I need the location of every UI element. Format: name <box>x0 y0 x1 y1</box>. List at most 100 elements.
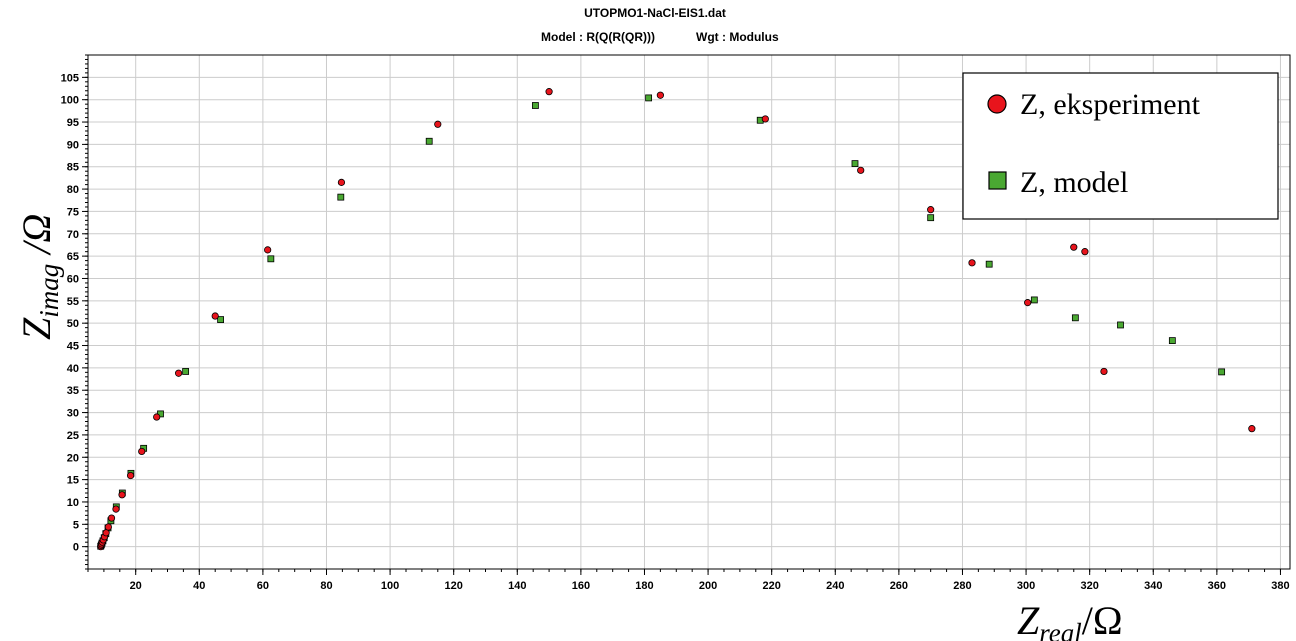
model-point <box>267 255 275 263</box>
y-axis-label-tail: /Ω <box>14 214 59 264</box>
y-tick-label: 30 <box>67 408 79 420</box>
experiment-point <box>761 115 769 123</box>
x-tick-label: 120 <box>445 580 463 592</box>
x-axis-label-tail: /Ω <box>1082 598 1123 641</box>
y-axis-label: Zimag /Ω <box>14 214 64 340</box>
experiment-point <box>107 514 116 522</box>
x-tick-label: 340 <box>1144 580 1162 592</box>
x-tick-label: 40 <box>193 580 205 592</box>
model-point <box>645 94 653 102</box>
model-point <box>1071 314 1079 322</box>
model-point <box>532 102 539 109</box>
model-point <box>1218 368 1226 376</box>
y-axis-label-sub: imag <box>34 264 64 318</box>
legend-marker-model <box>988 171 1007 190</box>
data-points <box>97 88 1256 551</box>
x-tick-label: 60 <box>257 580 269 592</box>
chart-title: UTOPMO1-NaCl-EIS1.dat <box>584 6 726 20</box>
experiment-point <box>968 259 976 267</box>
chart-weight-label: Wgt : Modulus <box>696 30 779 44</box>
experiment-point <box>1100 367 1108 376</box>
experiment-point <box>138 447 146 456</box>
y-tick-label: 65 <box>67 251 79 263</box>
experiment-point <box>211 312 219 320</box>
x-tick-label: 180 <box>635 580 653 592</box>
experiment-point <box>112 505 120 513</box>
y-tick-label: 25 <box>67 430 79 442</box>
legend-marker-eksperiment <box>987 94 1007 114</box>
x-tick-label: 80 <box>320 580 332 592</box>
legend-label-eksperiment: Z, eksperiment <box>1020 88 1201 121</box>
y-tick-label: 70 <box>67 229 79 241</box>
x-tick-label: 280 <box>953 580 971 592</box>
y-tick-label: 75 <box>67 206 79 218</box>
experiment-point <box>1248 425 1256 433</box>
experiment-point <box>857 166 865 174</box>
x-axis-label-sub: real <box>1039 618 1082 641</box>
y-tick-label: 45 <box>67 341 79 353</box>
plot-area-frame <box>87 54 1291 570</box>
y-tick-label: 35 <box>67 385 79 397</box>
y-tick-label: 15 <box>67 475 79 487</box>
x-tick-label: 300 <box>1017 580 1035 592</box>
experiment-point <box>1070 243 1078 251</box>
y-tick-label: 80 <box>67 184 79 196</box>
experiment-point <box>175 369 183 377</box>
model-point <box>1117 321 1124 329</box>
legend-box <box>962 72 1279 220</box>
model-point <box>425 137 433 145</box>
model-point <box>851 160 859 168</box>
x-axis-label: Zreal/Ω <box>1017 598 1123 641</box>
experiment-point <box>153 413 161 421</box>
y-tick-label: 90 <box>67 139 79 151</box>
experiment-point <box>127 471 135 480</box>
legend: Z, eksperiment Z, model <box>962 72 1279 220</box>
x-axis-label-main: Z <box>1017 598 1040 641</box>
experiment-point <box>1024 299 1032 307</box>
x-tick-label: 200 <box>699 580 717 592</box>
x-tick-label: 240 <box>826 580 844 592</box>
x-tick-label: 220 <box>762 580 780 592</box>
y-tick-label: 40 <box>67 363 79 375</box>
y-tick-label: 50 <box>67 318 79 330</box>
model-point <box>217 316 225 323</box>
x-tick-label: 20 <box>130 580 142 592</box>
y-tick-label: 95 <box>67 117 79 129</box>
y-tick-label: 100 <box>61 95 79 107</box>
legend-label-model: Z, model <box>1020 166 1128 199</box>
experiment-point <box>434 120 442 128</box>
y-tick-label: 0 <box>73 542 79 554</box>
model-point <box>337 193 345 201</box>
experiment-point <box>104 523 112 531</box>
x-tick-label: 100 <box>381 580 399 592</box>
x-tick-label: 260 <box>890 580 908 592</box>
y-tick-label: 20 <box>67 452 79 464</box>
x-axis-ticks: 20 40 60 80 100 120 140 160 180 200 220 240 260 280 30… <box>87 569 1290 592</box>
experiment-point <box>927 206 935 214</box>
x-tick-label: 380 <box>1271 580 1289 592</box>
experiment-point <box>118 491 126 499</box>
model-point <box>927 214 935 222</box>
y-axis-ticks: 0 5 10 15 20 25 30 35 40 45 50 55 60 65 70 75 80 85 90 95 10… <box>61 54 88 570</box>
experiment-point <box>1081 248 1089 256</box>
y-tick-label: 105 <box>61 72 79 84</box>
y-tick-label: 60 <box>67 273 79 285</box>
y-tick-label: 85 <box>67 162 79 174</box>
experiment-point <box>656 91 664 99</box>
y-axis-label-main: Z <box>14 317 59 340</box>
model-point <box>985 260 993 268</box>
model-point <box>182 368 190 375</box>
x-tick-label: 160 <box>572 580 590 592</box>
model-point <box>1168 337 1176 345</box>
x-tick-label: 140 <box>508 580 526 592</box>
y-tick-label: 55 <box>67 296 79 308</box>
model-point <box>1030 296 1038 304</box>
experiment-point <box>264 246 272 254</box>
y-tick-label: 10 <box>67 497 79 509</box>
chart-model-label: Model : R(Q(R(QR))) <box>541 30 655 44</box>
x-tick-label: 360 <box>1208 580 1226 592</box>
experiment-point <box>545 88 553 96</box>
x-tick-label: 320 <box>1080 580 1098 592</box>
experiment-point <box>337 178 346 186</box>
